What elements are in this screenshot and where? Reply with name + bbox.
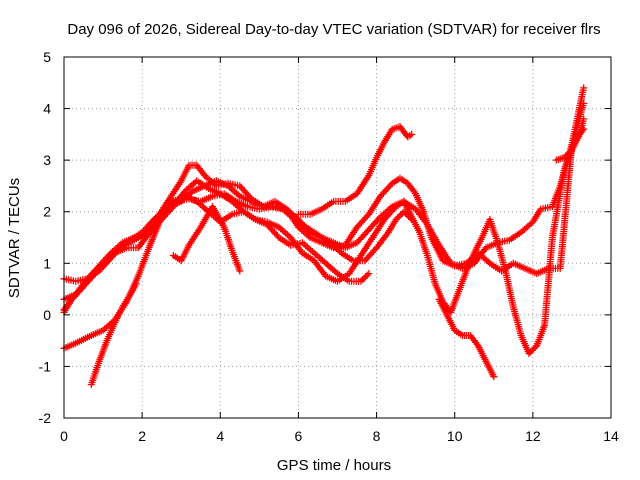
x-tick-label: 14	[603, 428, 619, 444]
x-tick-label: 4	[216, 428, 224, 444]
series-track-10	[552, 115, 588, 164]
x-tick-label: 0	[60, 428, 68, 444]
data-points-track-7	[169, 203, 244, 275]
y-tick-label: -1	[39, 358, 52, 374]
y-axis-label: SDTVAR / TECUs	[6, 178, 23, 298]
series-track-4	[60, 84, 588, 285]
x-tick-label: 2	[138, 428, 146, 444]
data-points-track-5	[60, 99, 588, 357]
x-tick-label: 6	[295, 428, 303, 444]
x-tick-label: 12	[525, 428, 541, 444]
series-track-5	[60, 99, 588, 357]
plot-frame	[63, 56, 612, 419]
chart-title: Day 096 of 2026, Sidereal Day-to-day VTE…	[67, 21, 600, 38]
y-tick-label: 4	[43, 101, 51, 117]
y-tick-label: 3	[43, 152, 51, 168]
data-points-track-8	[294, 123, 416, 218]
y-tick-label: -2	[39, 410, 52, 426]
series-track-9	[435, 295, 498, 381]
y-tick-label: 2	[43, 204, 51, 220]
y-tick-label: 1	[43, 255, 51, 271]
data-points-track-10	[552, 115, 588, 164]
data-points-track-6	[87, 280, 140, 388]
y-tick-label: 0	[43, 307, 51, 323]
grid	[64, 57, 611, 418]
x-tick-label: 8	[373, 428, 381, 444]
series-track-6	[87, 280, 140, 388]
series-track-8	[294, 123, 416, 218]
data-points-track-9	[435, 295, 498, 381]
y-tick-label: 5	[43, 49, 51, 65]
data-points-track-4	[60, 84, 588, 285]
x-axis-label: GPS time / hours	[277, 457, 391, 474]
series-track-7	[169, 203, 244, 275]
x-tick-label: 10	[447, 428, 463, 444]
data-series	[60, 84, 588, 388]
